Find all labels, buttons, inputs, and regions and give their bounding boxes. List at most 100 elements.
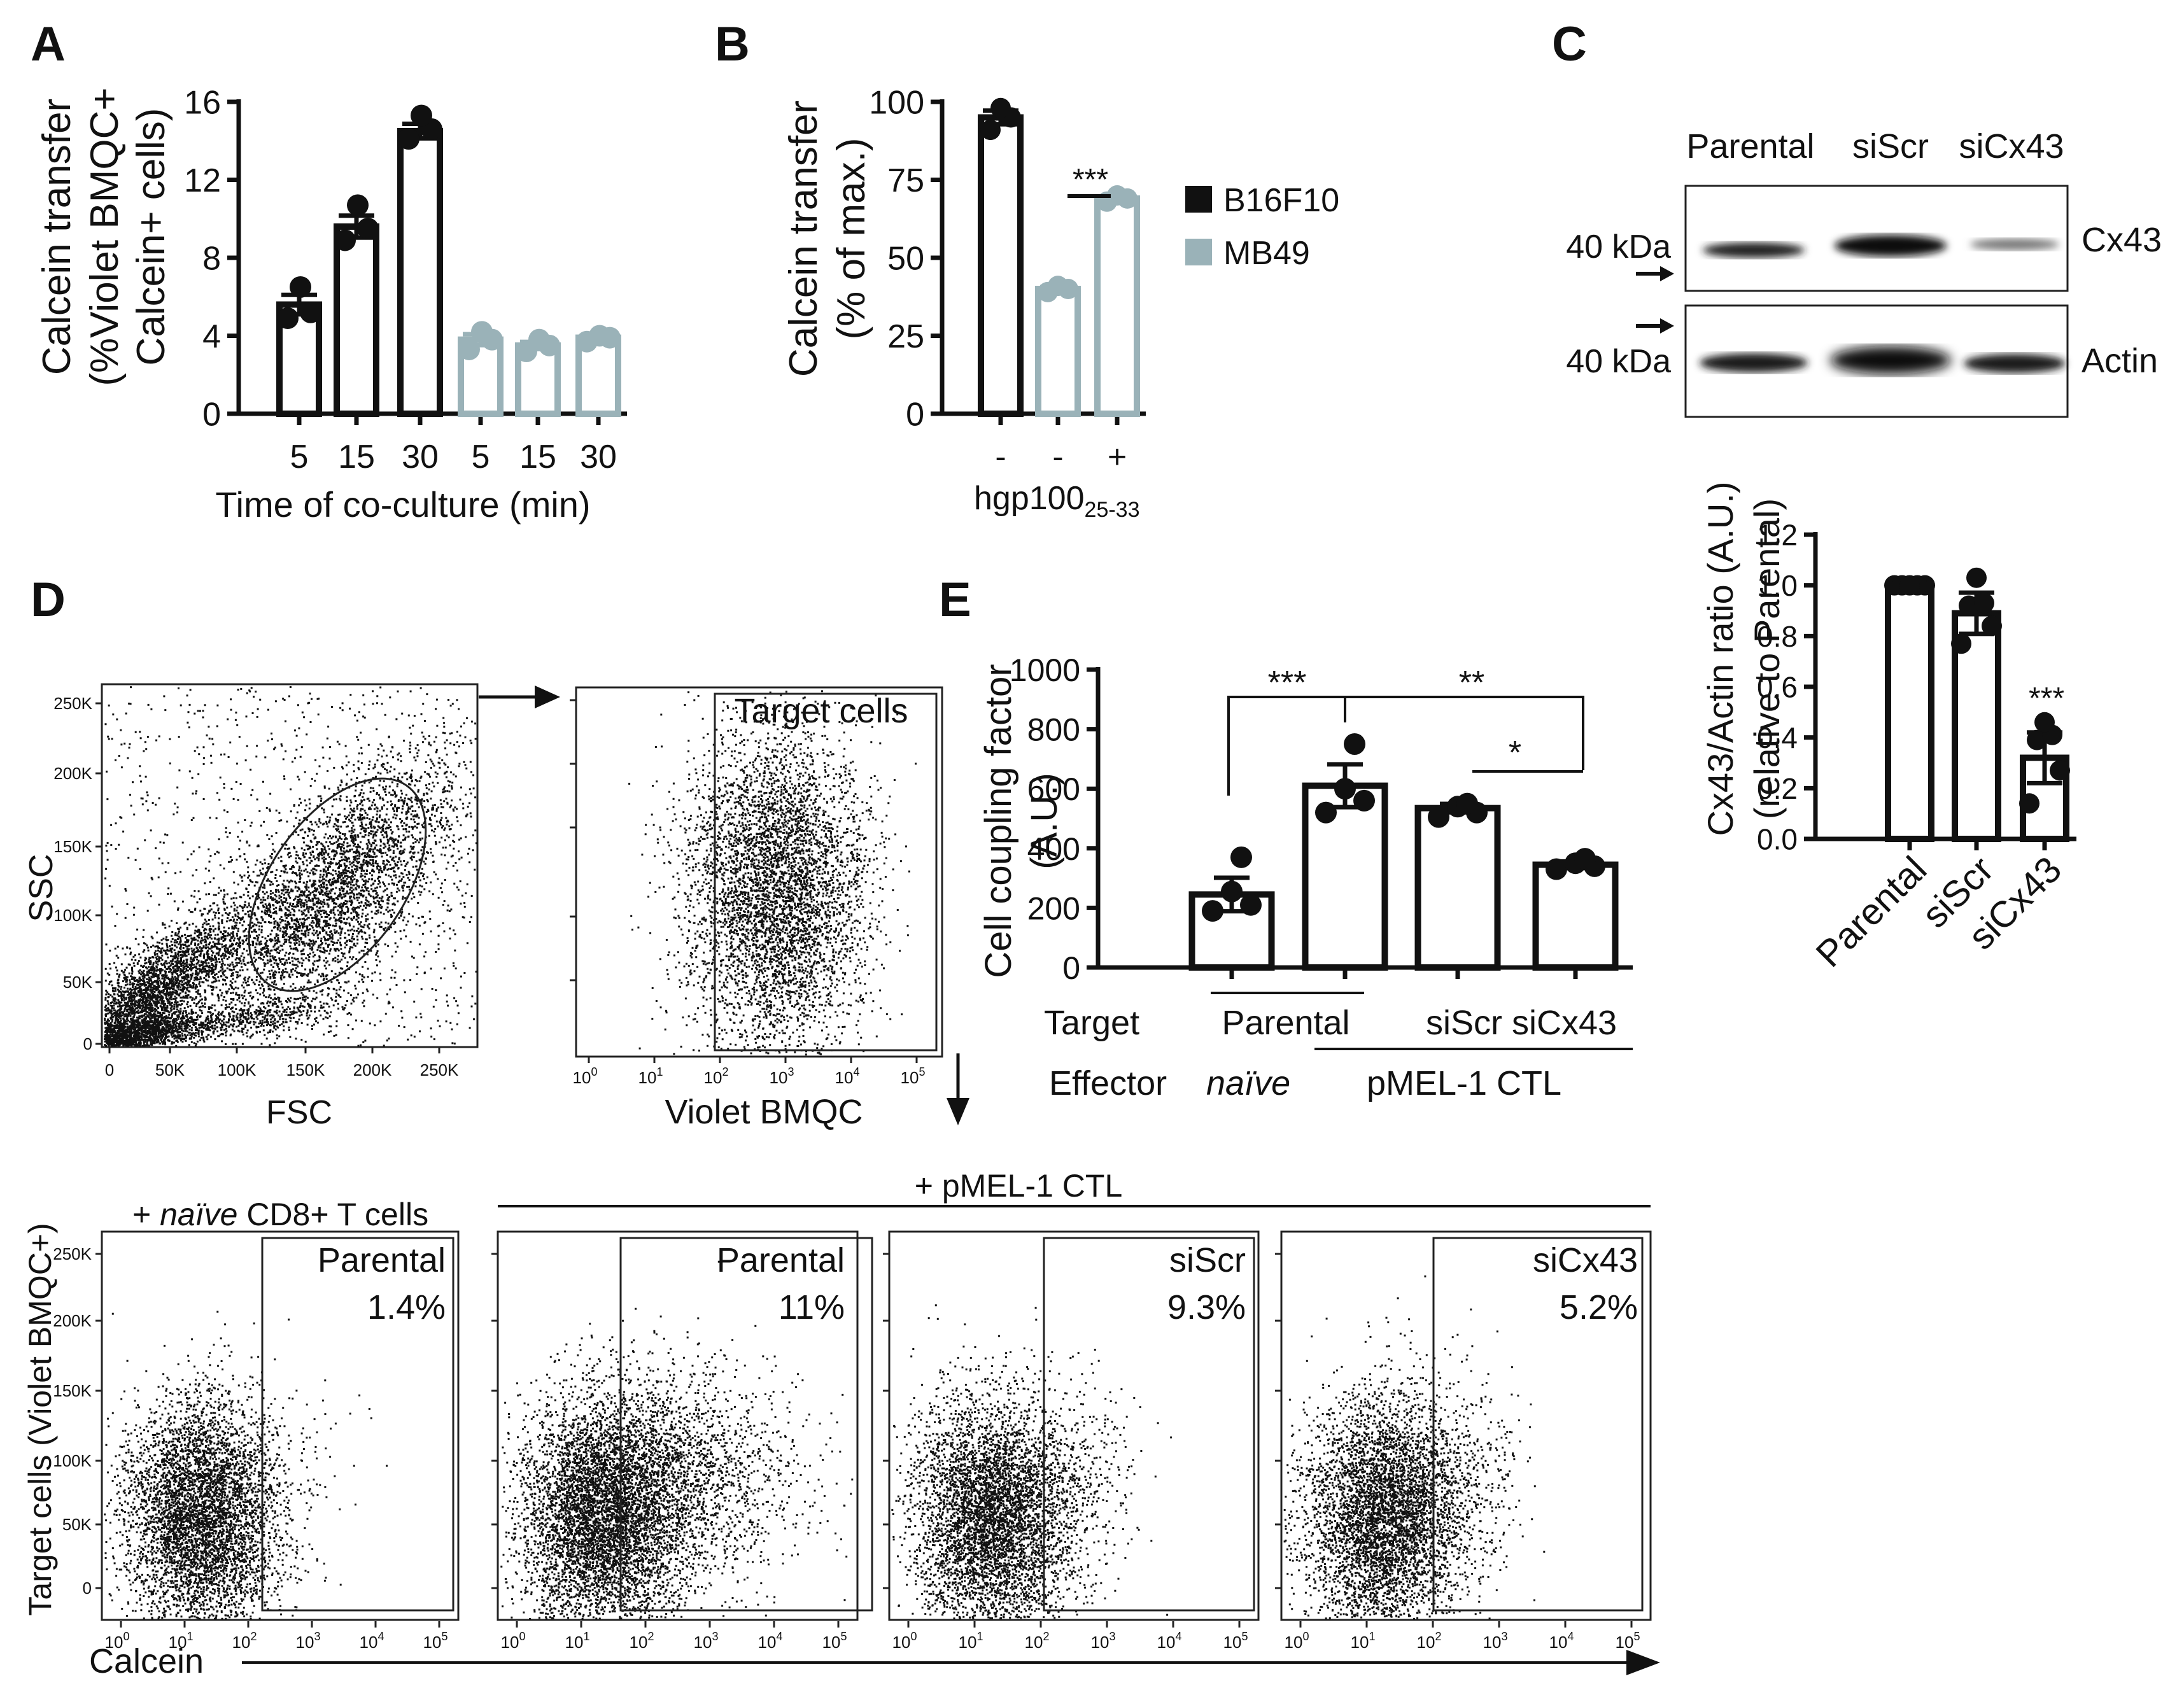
- panel-a-ylabel: Calcein transfer (%Violet BMQC+ Calcein+…: [35, 87, 173, 386]
- x-tick-label: 104: [758, 1630, 783, 1652]
- data-point: [398, 128, 419, 150]
- flow-plot-1: Parental 1.4% 100 101 102 103 104 105 0 50K 100K 15…: [53, 1230, 460, 1652]
- y-tick-label: 150K: [53, 837, 92, 856]
- data-point: [1240, 894, 1262, 916]
- y-tick-label: 0.0: [1757, 823, 1798, 856]
- svg-text:Cell coupling factor: Cell coupling factor: [978, 664, 1019, 978]
- x-tick-label: 105: [822, 1630, 847, 1652]
- y-tick-label: 1000: [1010, 652, 1080, 688]
- flow-plot-2: Parental 11% 100 101 102 103 104 105: [491, 1230, 873, 1652]
- x-tick-label: 104: [835, 1066, 860, 1087]
- x-tick-label: 15: [519, 439, 556, 475]
- bar: [1414, 805, 1501, 971]
- x-tick-label: 15: [338, 439, 375, 475]
- dot-cloud: [628, 690, 917, 1056]
- y-tick-label: 250K: [53, 1244, 92, 1263]
- data-point: [471, 321, 493, 343]
- gate-calcein: [619, 1237, 873, 1612]
- chart-a-xlabel: Time of co-culture (min): [215, 484, 590, 524]
- data-point: [1899, 575, 1920, 596]
- panel-b-ylabel: Calcein transfer (% of max.): [782, 101, 873, 377]
- dot-cloud: [253, 1379, 388, 1586]
- gate-calcein: [261, 1237, 454, 1612]
- data-point: [528, 328, 550, 351]
- y-tick-label: 200: [1027, 890, 1080, 926]
- x-tick-label: 100: [105, 1630, 130, 1652]
- y-tick-label: 50K: [63, 973, 93, 992]
- y-tick-label: 0: [83, 1579, 92, 1598]
- y-tick-label: 1.2: [1757, 519, 1798, 552]
- data-point: [300, 301, 321, 323]
- svg-text:Cx43/Actin ratio (A.U.): Cx43/Actin ratio (A.U.): [1700, 481, 1740, 836]
- data-point: [1344, 733, 1365, 755]
- chart-e-groups: Target Parental siScr siCx43 Effector na…: [1044, 992, 1633, 1102]
- panel-c-ylabel: Cx43/Actin ratio (A.U.) (relative to Par…: [1700, 481, 1787, 836]
- dot-cloud: [502, 1319, 739, 1620]
- y-tick-label: 16: [184, 85, 221, 122]
- data-point: [1966, 567, 1987, 588]
- x-tick-label: 100: [892, 1630, 917, 1652]
- data-point: [1959, 595, 1979, 616]
- x-tick-label: 250K: [420, 1060, 459, 1080]
- y-tick-label: 0.8: [1757, 620, 1798, 653]
- bar: [1532, 861, 1619, 971]
- panel-letter-a: A: [31, 17, 66, 71]
- y-tick-label: 0.4: [1757, 721, 1798, 754]
- x-tick-label: 102: [630, 1630, 654, 1652]
- y-tick-label: 100K: [53, 1451, 92, 1470]
- gate-target-cells-label: Target cells: [734, 692, 908, 730]
- panel-e-ylabel: Cell coupling factor (A.U.): [978, 664, 1065, 978]
- svg-text:Calcein transfer: Calcein transfer: [782, 101, 826, 377]
- sig-label: ***: [1268, 665, 1307, 701]
- blot-kda-cx43: 40 kDa: [1566, 229, 1671, 265]
- x-tick-label: 104: [1549, 1630, 1574, 1652]
- x-tick-label: 105: [1223, 1630, 1248, 1652]
- y-tick-label: 250K: [53, 694, 92, 713]
- data-point: [1574, 848, 1596, 870]
- calcein-axis-label: Calcein: [89, 1642, 204, 1680]
- flow-plot-name: Parental: [717, 1241, 845, 1279]
- y-tick-label: 600: [1027, 771, 1080, 807]
- data-point: [1951, 633, 1971, 654]
- svg-text:(%Violet BMQC+: (%Violet BMQC+: [83, 87, 127, 386]
- western-blot: Parental siScr siCx43 40 kDa 40 kDa Cx43…: [1566, 127, 2162, 418]
- arrow-right-icon: [479, 686, 560, 708]
- y-tick-label: 12: [184, 162, 221, 199]
- data-point: [1428, 806, 1449, 828]
- data-point: [1456, 792, 1478, 815]
- target-siscr-sicx43: siScr siCx43: [1426, 1004, 1617, 1042]
- data-point: [1221, 880, 1243, 903]
- legend-swatch-mb49: [1185, 239, 1212, 265]
- legend: B16F10 MB49: [1185, 182, 1339, 272]
- sig-label: ***: [1073, 163, 1108, 197]
- data-point: [2050, 760, 2070, 781]
- x-tick-label: 5: [290, 439, 309, 475]
- x-tick-label: 105: [1616, 1630, 1640, 1652]
- x-tick-label: -: [995, 439, 1006, 475]
- y-tick-label: 0: [202, 397, 221, 433]
- x-tick-label: 100K: [218, 1060, 257, 1080]
- x-tick-label: 104: [1157, 1630, 1182, 1652]
- y-tick-label: 800: [1027, 712, 1080, 748]
- x-tick-label: 50K: [155, 1060, 185, 1080]
- x-tick-label: 101: [565, 1630, 590, 1652]
- flow-plot-name: siCx43: [1533, 1241, 1638, 1279]
- data-point: [290, 276, 311, 298]
- flow-fsc-label: FSC: [266, 1094, 332, 1131]
- x-tick-label: 103: [694, 1630, 719, 1652]
- flow-plot-percent: 1.4%: [367, 1288, 446, 1326]
- y-tick-label: 0.2: [1757, 772, 1798, 805]
- x-tick-label: +: [1108, 439, 1127, 475]
- y-tick-label: 25: [887, 318, 924, 355]
- legend-label-b16f10: B16F10: [1223, 182, 1339, 219]
- data-point: [990, 97, 1011, 118]
- y-tick-label: 100: [869, 85, 924, 122]
- dot-cloud: [564, 1347, 745, 1603]
- flow-row-calcein: Parental 1.4% 100 101 102 103 104 105 0 50K 100K 15…: [53, 1230, 1652, 1652]
- calcein-arrow-icon: [242, 1650, 1660, 1675]
- y-tick-label: 100K: [53, 906, 92, 925]
- data-point: [1230, 846, 1252, 868]
- y-tick-label: 0.6: [1757, 671, 1798, 704]
